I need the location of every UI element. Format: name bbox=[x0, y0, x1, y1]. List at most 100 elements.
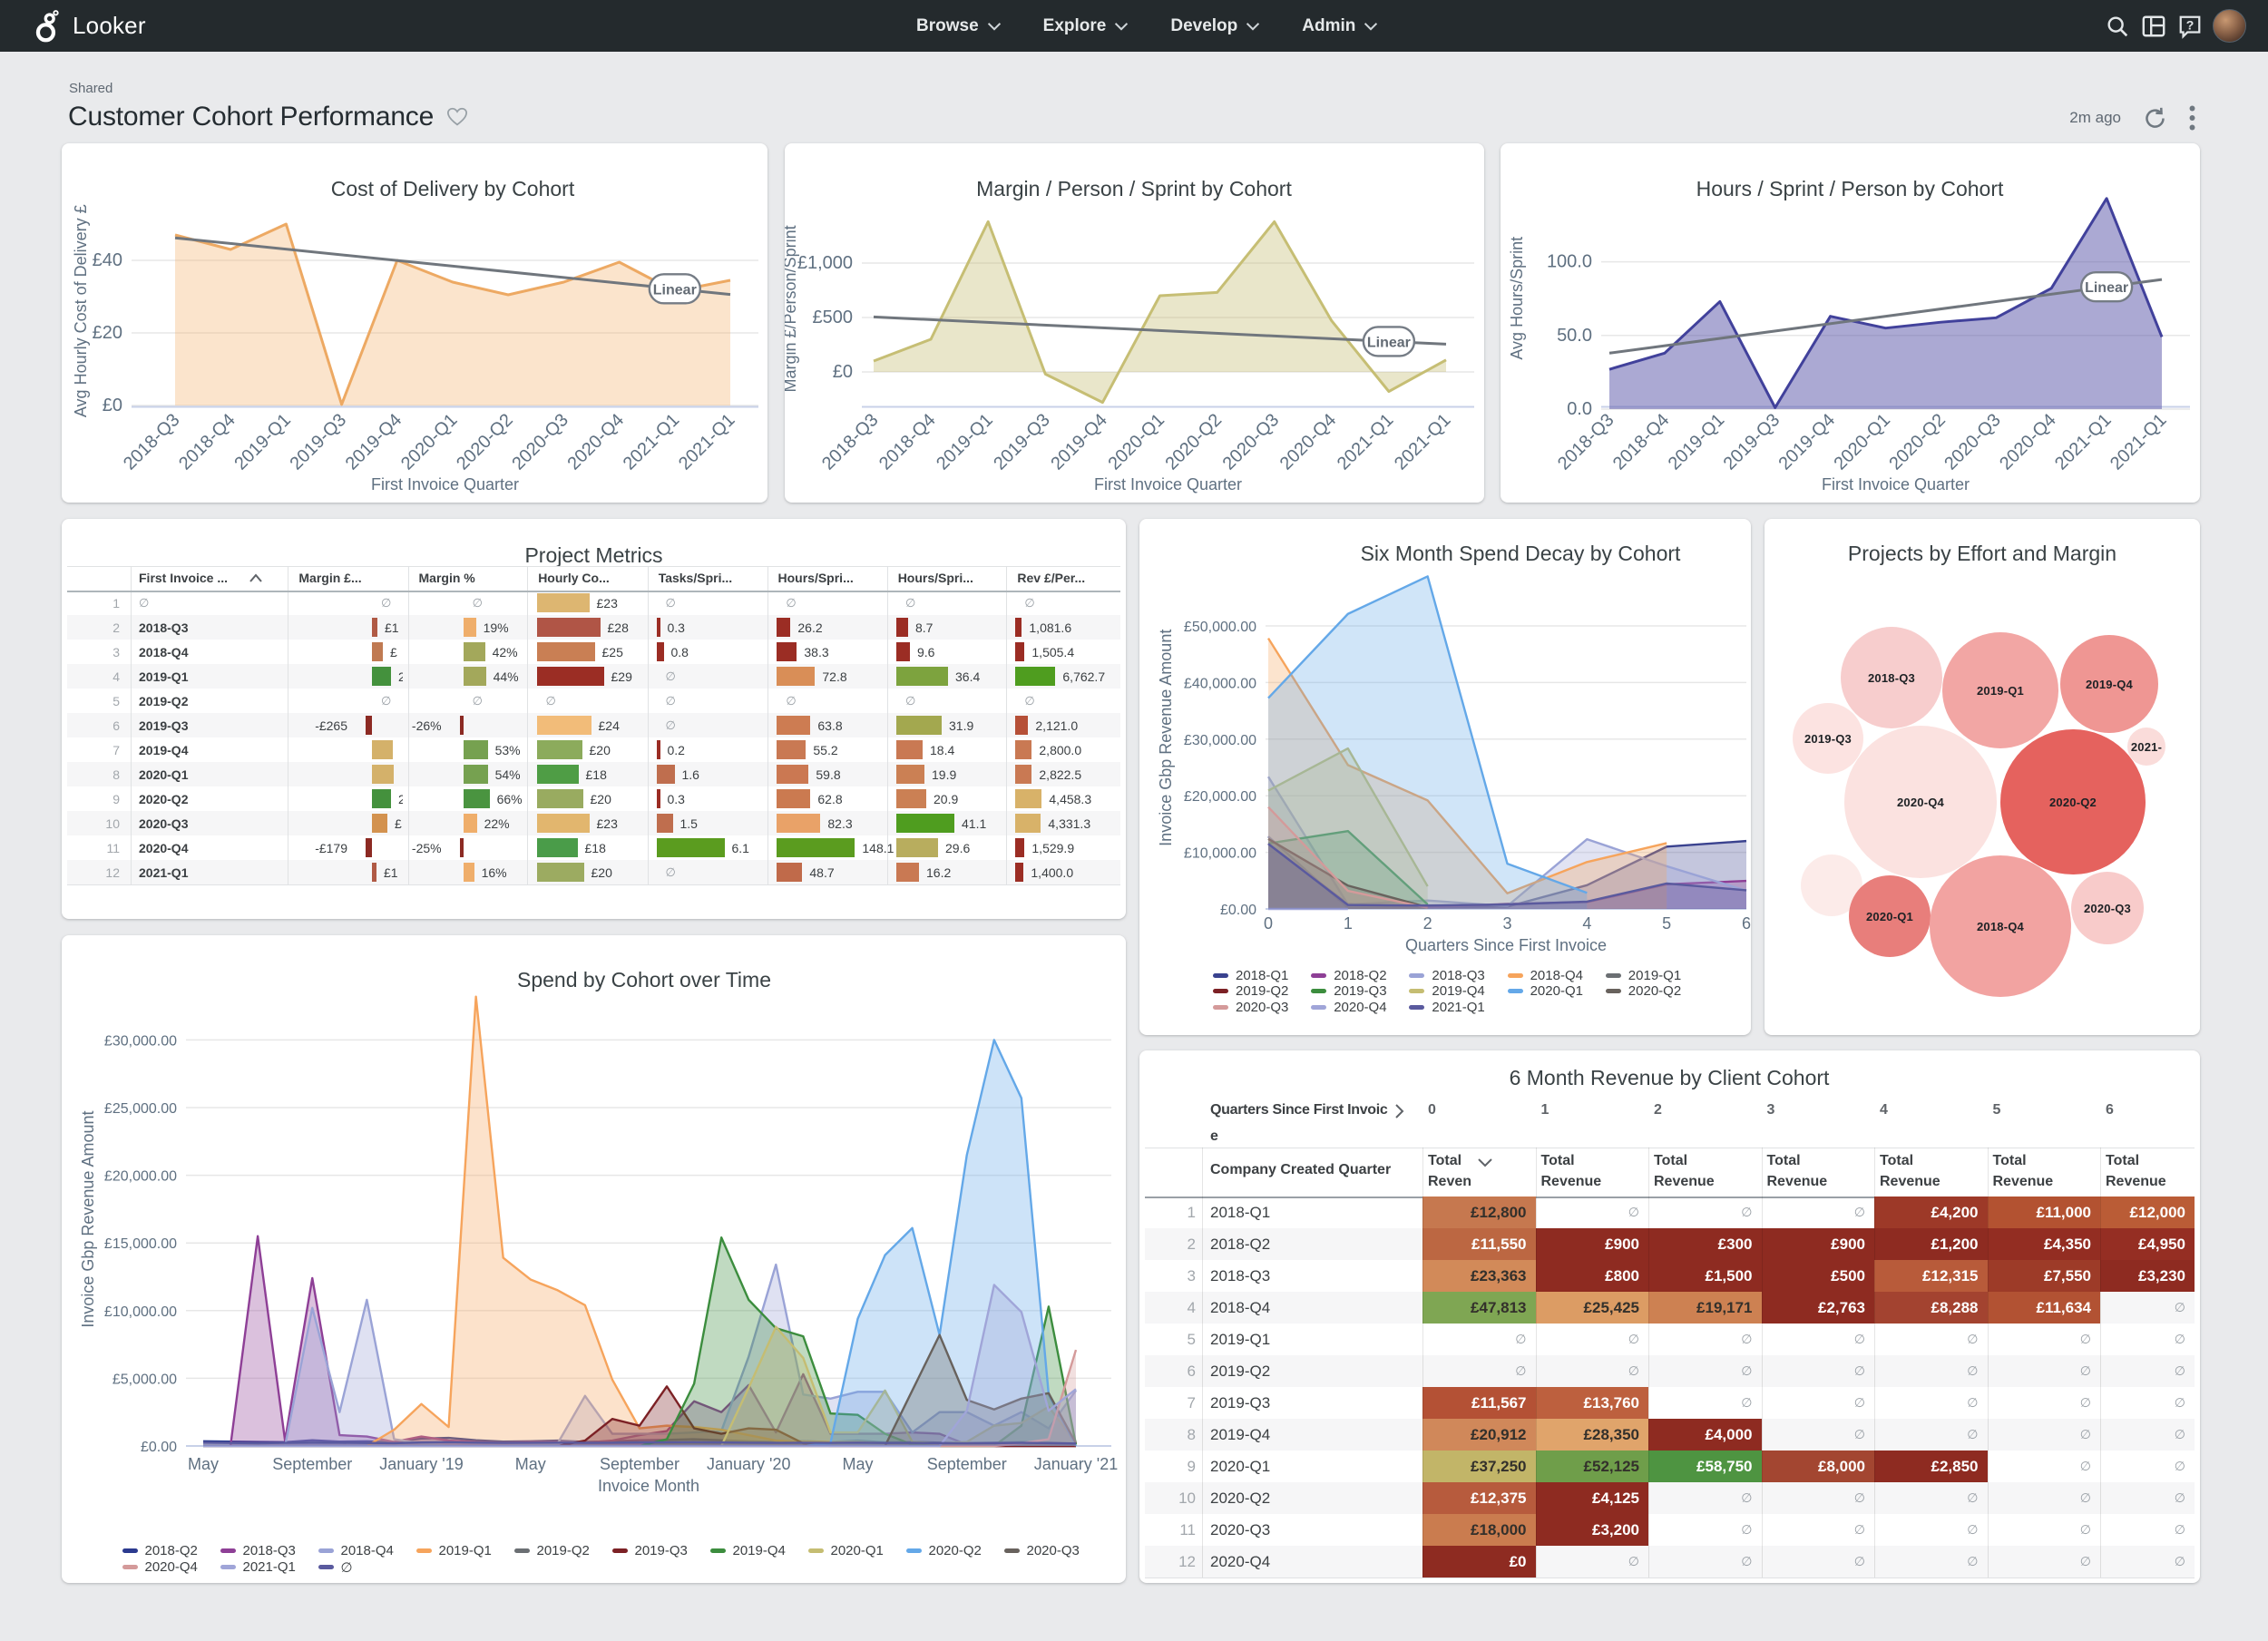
pivot-cell[interactable]: £1,200 bbox=[1874, 1228, 1988, 1260]
looker-logo[interactable]: Looker bbox=[33, 0, 146, 52]
chart-canvas-margin[interactable]: £0£500£1,000Linear2018-Q32018-Q42019-Q12… bbox=[785, 143, 1484, 503]
series-line-∅[interactable] bbox=[202, 1441, 1077, 1445]
measure-header[interactable]: Total bbox=[1992, 1153, 2027, 1168]
pivot-cell[interactable]: £12,375 bbox=[1422, 1482, 1536, 1514]
pivot-column-header[interactable]: 1 bbox=[1540, 1102, 1549, 1118]
legend-item[interactable]: 2021-Q1 bbox=[220, 1559, 296, 1575]
legend-item[interactable]: 2019-Q4 bbox=[709, 1543, 786, 1558]
pivot-cell[interactable]: £0 bbox=[1422, 1546, 1536, 1578]
breadcrumb[interactable]: Shared bbox=[69, 81, 113, 96]
bubble-2019-Q4[interactable]: 2019-Q4 bbox=[2060, 635, 2158, 733]
column-header[interactable]: Hours/Spri... bbox=[897, 571, 973, 585]
pivot-cell[interactable]: £12,000 bbox=[2100, 1197, 2195, 1228]
series-line-2019-Q4[interactable] bbox=[1267, 747, 1429, 887]
cohort-cell[interactable]: 2020-Q1 bbox=[1210, 1458, 1271, 1475]
pivot-row-header[interactable]: Company Created Quarter bbox=[1210, 1162, 1392, 1177]
cohort-cell[interactable]: ∅ bbox=[139, 596, 150, 610]
cohort-cell[interactable]: 2020-Q4 bbox=[1210, 1553, 1271, 1570]
pivot-cell[interactable]: £4,950 bbox=[2100, 1228, 2195, 1260]
pivot-cell[interactable]: £47,813 bbox=[1422, 1292, 1536, 1324]
legend-item[interactable]: 2019-Q4 bbox=[1409, 983, 1485, 999]
legend-item[interactable]: 2019-Q2 bbox=[513, 1543, 590, 1558]
bubble-2019-Q3[interactable]: 2019-Q3 bbox=[1793, 703, 1863, 774]
cohort-cell[interactable]: 2019-Q1 bbox=[139, 669, 189, 684]
nav-item-browse[interactable]: Browse bbox=[916, 16, 1002, 36]
series-line-Avg Hourly Cost of Delivery[interactable] bbox=[174, 222, 731, 406]
nav-item-explore[interactable]: Explore bbox=[1043, 16, 1129, 36]
pivot-column-header[interactable]: 6 bbox=[2106, 1102, 2114, 1118]
series-line-2020-Q3[interactable] bbox=[1267, 806, 1428, 909]
pivot-cell[interactable]: £4,200 bbox=[1874, 1197, 1988, 1228]
pivot-cell[interactable]: £28,350 bbox=[1535, 1419, 1648, 1451]
pivot-cell[interactable]: £2,763 bbox=[1761, 1292, 1874, 1324]
chart-canvas-hours[interactable]: 0.050.0100.0Linear2018-Q32018-Q42019-Q12… bbox=[1501, 143, 2200, 503]
pivot-cell[interactable]: £23,363 bbox=[1422, 1260, 1536, 1292]
cohort-cell[interactable]: 2018-Q4 bbox=[139, 645, 189, 659]
bubble-2020-Q2[interactable]: 2020-Q2 bbox=[2000, 729, 2146, 874]
cohort-cell[interactable]: 2019-Q4 bbox=[1210, 1426, 1271, 1443]
pivot-cell[interactable]: £37,250 bbox=[1422, 1451, 1536, 1482]
pivot-cell[interactable]: £8,288 bbox=[1874, 1292, 1988, 1324]
chart-canvas-cost[interactable]: £0£20£40Linear2018-Q32018-Q42019-Q12019-… bbox=[62, 143, 767, 503]
bubble-2018-Q4[interactable]: 2018-Q4 bbox=[1930, 855, 2071, 997]
pivot-cell[interactable]: £11,634 bbox=[1987, 1292, 2100, 1324]
pivot-cell[interactable]: £52,125 bbox=[1535, 1451, 1648, 1482]
measure-header[interactable]: Total bbox=[1766, 1153, 1801, 1168]
legend-item[interactable]: 2018-Q4 bbox=[1507, 968, 1583, 983]
series-line-2021-Q1[interactable] bbox=[203, 1284, 1077, 1448]
pivot-column-header[interactable]: 2 bbox=[1654, 1102, 1662, 1118]
legend-item[interactable]: 2018-Q3 bbox=[220, 1543, 296, 1558]
cohort-cell[interactable]: 2019-Q1 bbox=[1210, 1331, 1271, 1348]
bubble-2020-Q3[interactable]: 2020-Q3 bbox=[2071, 872, 2144, 944]
legend-item[interactable]: 2020-Q3 bbox=[1003, 1543, 1080, 1558]
pivot-cell[interactable]: £11,550 bbox=[1422, 1228, 1536, 1260]
more-menu-icon[interactable] bbox=[2189, 104, 2195, 132]
pivot-cell[interactable]: £300 bbox=[1648, 1228, 1762, 1260]
pivot-cell[interactable]: £20,912 bbox=[1422, 1419, 1536, 1451]
pivot-cell[interactable]: £18,000 bbox=[1422, 1514, 1536, 1546]
pivot-dimension-header[interactable]: Quarters Since First Invoic bbox=[1210, 1102, 1388, 1118]
legend-item[interactable]: 2020-Q4 bbox=[1311, 1000, 1387, 1015]
bubble-2020-Q4[interactable]: 2020-Q4 bbox=[1844, 726, 1997, 878]
legend-item[interactable]: 2019-Q1 bbox=[415, 1543, 492, 1558]
cohort-cell[interactable]: 2018-Q4 bbox=[1210, 1299, 1271, 1316]
cohort-cell[interactable]: 2020-Q2 bbox=[139, 792, 189, 806]
measure-header[interactable]: Total bbox=[1654, 1153, 1688, 1168]
pivot-cell[interactable]: £12,315 bbox=[1874, 1260, 1988, 1292]
cohort-cell[interactable]: 2021-Q1 bbox=[139, 865, 189, 880]
pivot-cell[interactable]: £11,000 bbox=[1987, 1197, 2100, 1228]
chart-canvas-decay[interactable]: £0.00 £10,000.00 £20,000.00 £30,000.00 £40,0… bbox=[1139, 519, 1751, 1035]
cohort-cell[interactable]: 2020-Q3 bbox=[1210, 1521, 1271, 1538]
search-icon[interactable] bbox=[2104, 13, 2131, 40]
cohort-cell[interactable]: 2018-Q2 bbox=[1210, 1236, 1271, 1253]
refresh-icon[interactable] bbox=[2143, 106, 2167, 131]
cohort-cell[interactable]: 2020-Q1 bbox=[139, 767, 189, 782]
pivot-cell[interactable]: £4,125 bbox=[1535, 1482, 1648, 1514]
cohort-cell[interactable]: 2020-Q2 bbox=[1210, 1490, 1271, 1507]
cohort-cell[interactable]: 2019-Q4 bbox=[139, 743, 189, 757]
pivot-cell[interactable]: £4,000 bbox=[1648, 1419, 1762, 1451]
legend-item[interactable]: 2019-Q2 bbox=[1213, 983, 1288, 999]
user-avatar[interactable] bbox=[2213, 9, 2246, 43]
bubble-2020-Q1[interactable]: 2020-Q1 bbox=[1849, 875, 1931, 957]
pivot-cell[interactable]: £1,500 bbox=[1648, 1260, 1762, 1292]
series-line-2018-Q4[interactable] bbox=[1266, 638, 1667, 894]
series-line-2020-Q2[interactable] bbox=[1267, 837, 1428, 909]
measure-header[interactable]: Total bbox=[1428, 1153, 1462, 1168]
help-icon[interactable]: ? bbox=[2176, 13, 2204, 40]
chart-canvas-spend[interactable]: £0.00 £5,000.00 £10,000.00 £15,000.00 £20,00… bbox=[62, 935, 1126, 1583]
cohort-cell[interactable]: 2019-Q3 bbox=[1210, 1394, 1271, 1411]
series-line-2021-Q1[interactable] bbox=[1267, 843, 1747, 907]
legend-item[interactable]: 2018-Q2 bbox=[122, 1543, 198, 1558]
series-line-Avg Hours/Sprint[interactable] bbox=[1608, 197, 2164, 409]
column-header[interactable]: Tasks/Spri... bbox=[658, 571, 733, 585]
pivot-column-header[interactable]: 5 bbox=[1992, 1102, 2001, 1118]
pivot-column-header[interactable]: 0 bbox=[1428, 1102, 1436, 1118]
nav-item-develop[interactable]: Develop bbox=[1170, 16, 1260, 36]
pivot-cell[interactable]: £58,750 bbox=[1648, 1451, 1762, 1482]
legend-item[interactable]: 2018-Q4 bbox=[318, 1543, 394, 1558]
legend-item[interactable]: 2019-Q3 bbox=[611, 1543, 688, 1558]
column-header[interactable]: Hours/Spri... bbox=[777, 571, 854, 585]
series-line-2020-Q1[interactable] bbox=[1267, 575, 1588, 894]
legend-item[interactable]: 2019-Q1 bbox=[1605, 968, 1681, 983]
